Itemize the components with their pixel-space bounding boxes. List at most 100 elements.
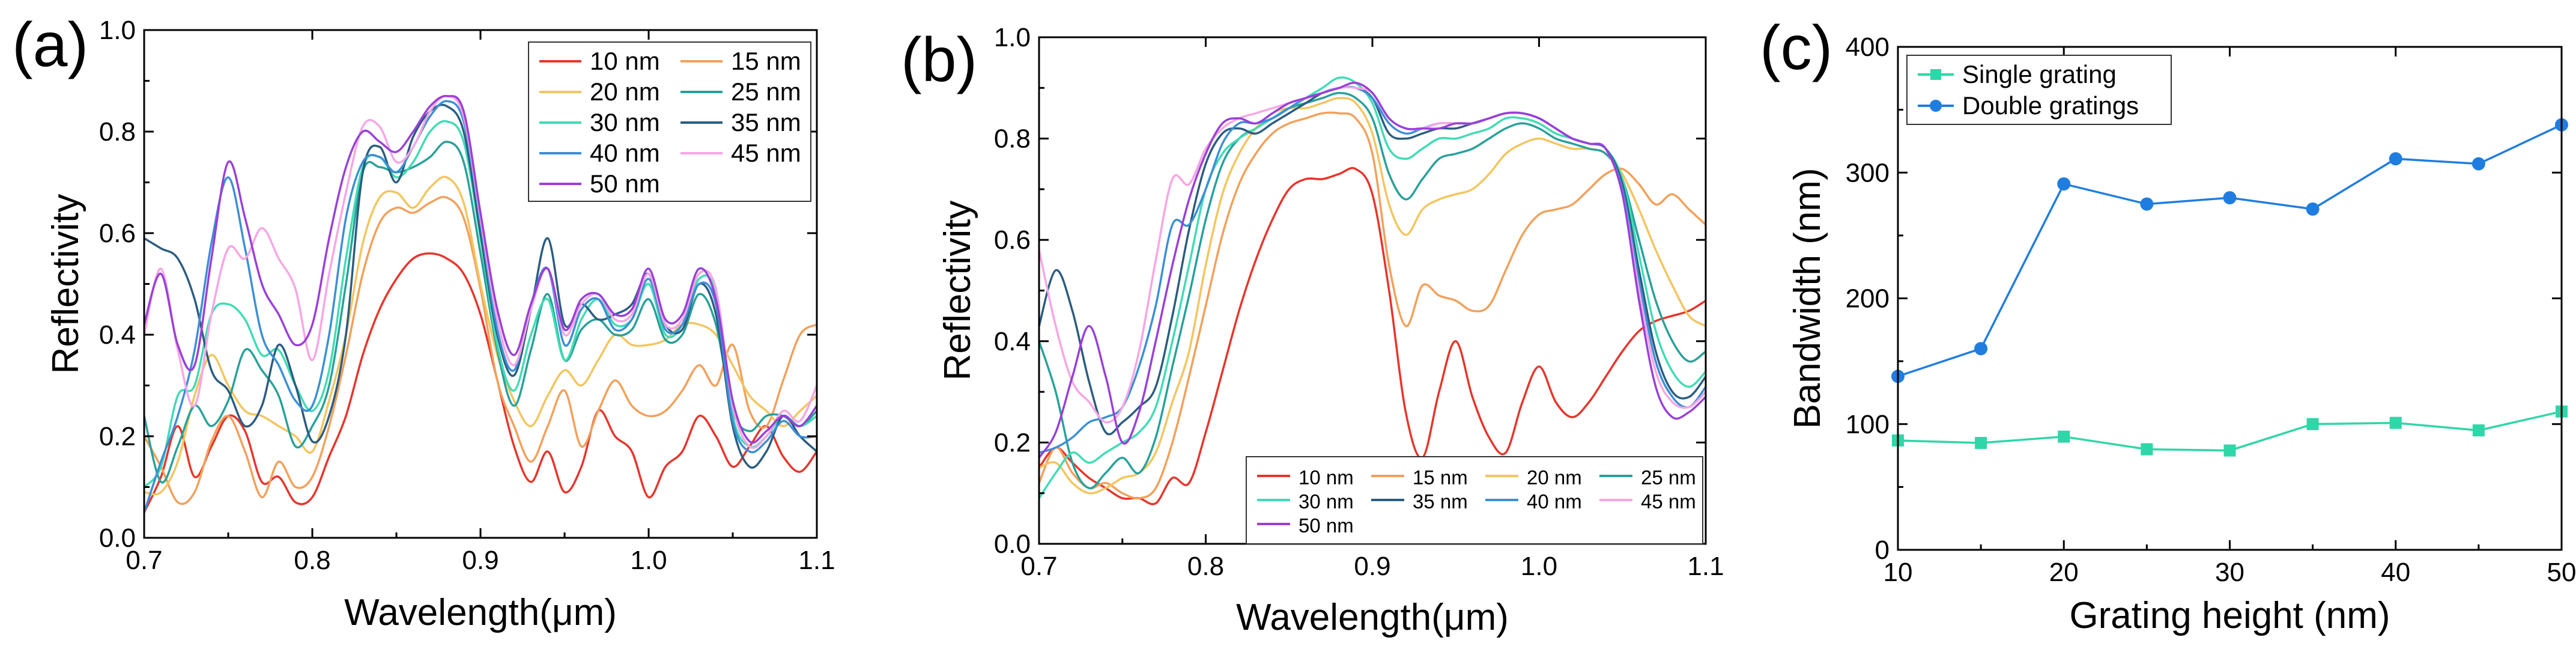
data-point-square [2389, 416, 2402, 429]
panel-b: (b) 0.7 0.8 0.9 1.0 1.1 0.0 0.2 0.4 0.6 0.8 1.0 Wav… [901, 23, 1724, 638]
series-line-45-nm [1039, 86, 1706, 424]
y-tick-label: 400 [1846, 32, 1890, 62]
legend-label: 40 nm [590, 139, 660, 167]
y-tick-label: 0.2 [994, 428, 1031, 457]
x-tick-label: 50 [2547, 558, 2576, 587]
plot-area [1898, 124, 2562, 452]
data-point-square [2141, 443, 2153, 455]
legend-label: 45 nm [1641, 490, 1696, 513]
y-tick-label: 0.4 [994, 327, 1031, 356]
x-tick-label: 0.7 [126, 546, 162, 575]
x-tick-label: 40 [2381, 558, 2410, 587]
series-line-15-nm [144, 196, 817, 505]
legend-label: Double gratings [1962, 91, 2139, 120]
legend-label: 45 nm [731, 139, 801, 167]
x-tick-label: 20 [2049, 558, 2079, 587]
panel-a: (a) 0.7 0.8 0.9 1.0 1.1 0.0 0.2 0.4 0.6 0.8 1.0 Wav… [12, 10, 835, 633]
y-axis-label: Bandwidth (nm) [1787, 168, 1828, 428]
x-tick-label: 1.0 [1521, 552, 1557, 581]
y-tick-label: 100 [1846, 410, 1890, 439]
legend-box [1906, 55, 2172, 125]
legend-marker-circle [1930, 100, 1942, 112]
legend: 10 nm 15 nm 20 nm 25 nm 30 nm 35 nm 40 nm 45 nm… [528, 41, 811, 202]
series-line-15-nm [1039, 111, 1706, 500]
legend-label: 35 nm [731, 108, 801, 136]
legend-label: 50 nm [590, 169, 660, 198]
y-tick-label: 200 [1846, 284, 1890, 314]
y-tick-label: 0.2 [99, 422, 136, 451]
legend-label: Single grating [1962, 60, 2117, 88]
legend-label: 25 nm [1641, 466, 1696, 489]
x-tick-label: 10 [1884, 558, 1913, 587]
panel-label: (a) [12, 10, 88, 80]
legend-label: 15 nm [1413, 466, 1468, 489]
legend-label: 30 nm [590, 108, 660, 136]
x-tick-label: 1.1 [798, 546, 835, 575]
legend-label: 15 nm [731, 47, 801, 75]
legend-label: 10 nm [590, 47, 660, 75]
panel-label: (c) [1760, 13, 1832, 83]
series-line-30-nm [1039, 76, 1706, 499]
data-point-square [2223, 444, 2236, 457]
legend: Single grating Double gratings [1906, 55, 2172, 125]
y-tick-label: 0.4 [99, 320, 136, 350]
x-tick-label: 0.9 [462, 546, 499, 575]
legend-label: 35 nm [1413, 490, 1468, 513]
series-line-25-nm [1039, 91, 1706, 490]
y-tick-label: 0.0 [994, 529, 1031, 559]
x-tick-label: 1.0 [630, 546, 667, 575]
y-tick-label: 0.8 [994, 124, 1031, 154]
x-tick-label: 1.1 [1687, 552, 1724, 581]
series-line-25-nm [144, 141, 817, 484]
data-point-square [2306, 418, 2319, 430]
plot-area [144, 95, 817, 513]
legend-label: 10 nm [1299, 466, 1354, 489]
data-point-circle [1974, 342, 1988, 356]
series-line-40-nm [1039, 85, 1706, 454]
x-axis-label: Wavelength(μm) [344, 592, 617, 633]
y-tick-label: 0.0 [99, 523, 136, 553]
series-line-10-nm [144, 252, 817, 513]
panel-label: (b) [901, 25, 977, 95]
data-point-square [2472, 424, 2485, 437]
y-axis-label: Reflectivity [45, 194, 86, 374]
legend-label: 50 nm [1299, 514, 1354, 537]
y-tick-label: 0.8 [99, 117, 136, 147]
legend: 10 nm 15 nm 20 nm 25 nm 30 nm 35 nm 40 nm 45 nm… [1246, 456, 1703, 544]
series-line-50-nm [144, 95, 817, 444]
legend-label: 40 nm [1527, 490, 1582, 513]
legend-label: 20 nm [1527, 466, 1582, 489]
y-tick-label: 1.0 [994, 23, 1031, 52]
data-point-circle [2223, 191, 2237, 205]
plot-area [1039, 76, 1706, 505]
legend-marker-square [1930, 69, 1941, 80]
y-tick-label: 0.6 [994, 225, 1031, 255]
data-point-circle [2389, 152, 2402, 166]
legend-label: 20 nm [590, 78, 660, 106]
data-point-circle [2140, 197, 2154, 211]
x-tick-label: 0.9 [1354, 552, 1390, 581]
x-tick-label: 30 [2215, 558, 2244, 587]
series-line-50-nm [1039, 81, 1706, 458]
legend-label: 30 nm [1299, 490, 1354, 513]
y-tick-label: 1.0 [99, 16, 136, 45]
y-tick-label: 300 [1846, 158, 1890, 187]
data-point-square [1975, 437, 1987, 449]
series-line-double-gratings [1898, 124, 2562, 377]
series-line-35-nm [1039, 85, 1706, 436]
panel-c: (c) 10 20 30 40 50 0 100 200 300 400 Grating heigh… [1760, 13, 2576, 636]
y-tick-label: 0.6 [99, 219, 136, 248]
x-tick-label: 0.8 [1187, 552, 1224, 581]
data-point-circle [2306, 202, 2320, 216]
series-line-20-nm [144, 175, 817, 496]
data-point-circle [2471, 157, 2485, 171]
x-axis-label: Wavelength(μm) [1236, 597, 1509, 638]
data-point-circle [2057, 177, 2071, 191]
y-axis-label: Reflectivity [937, 201, 978, 381]
x-tick-label: 0.8 [294, 546, 330, 575]
y-tick-label: 0 [1875, 535, 1890, 565]
legend-label: 25 nm [731, 78, 801, 106]
data-point-square [2058, 430, 2070, 443]
x-axis-label: Grating height (nm) [2069, 595, 2390, 636]
